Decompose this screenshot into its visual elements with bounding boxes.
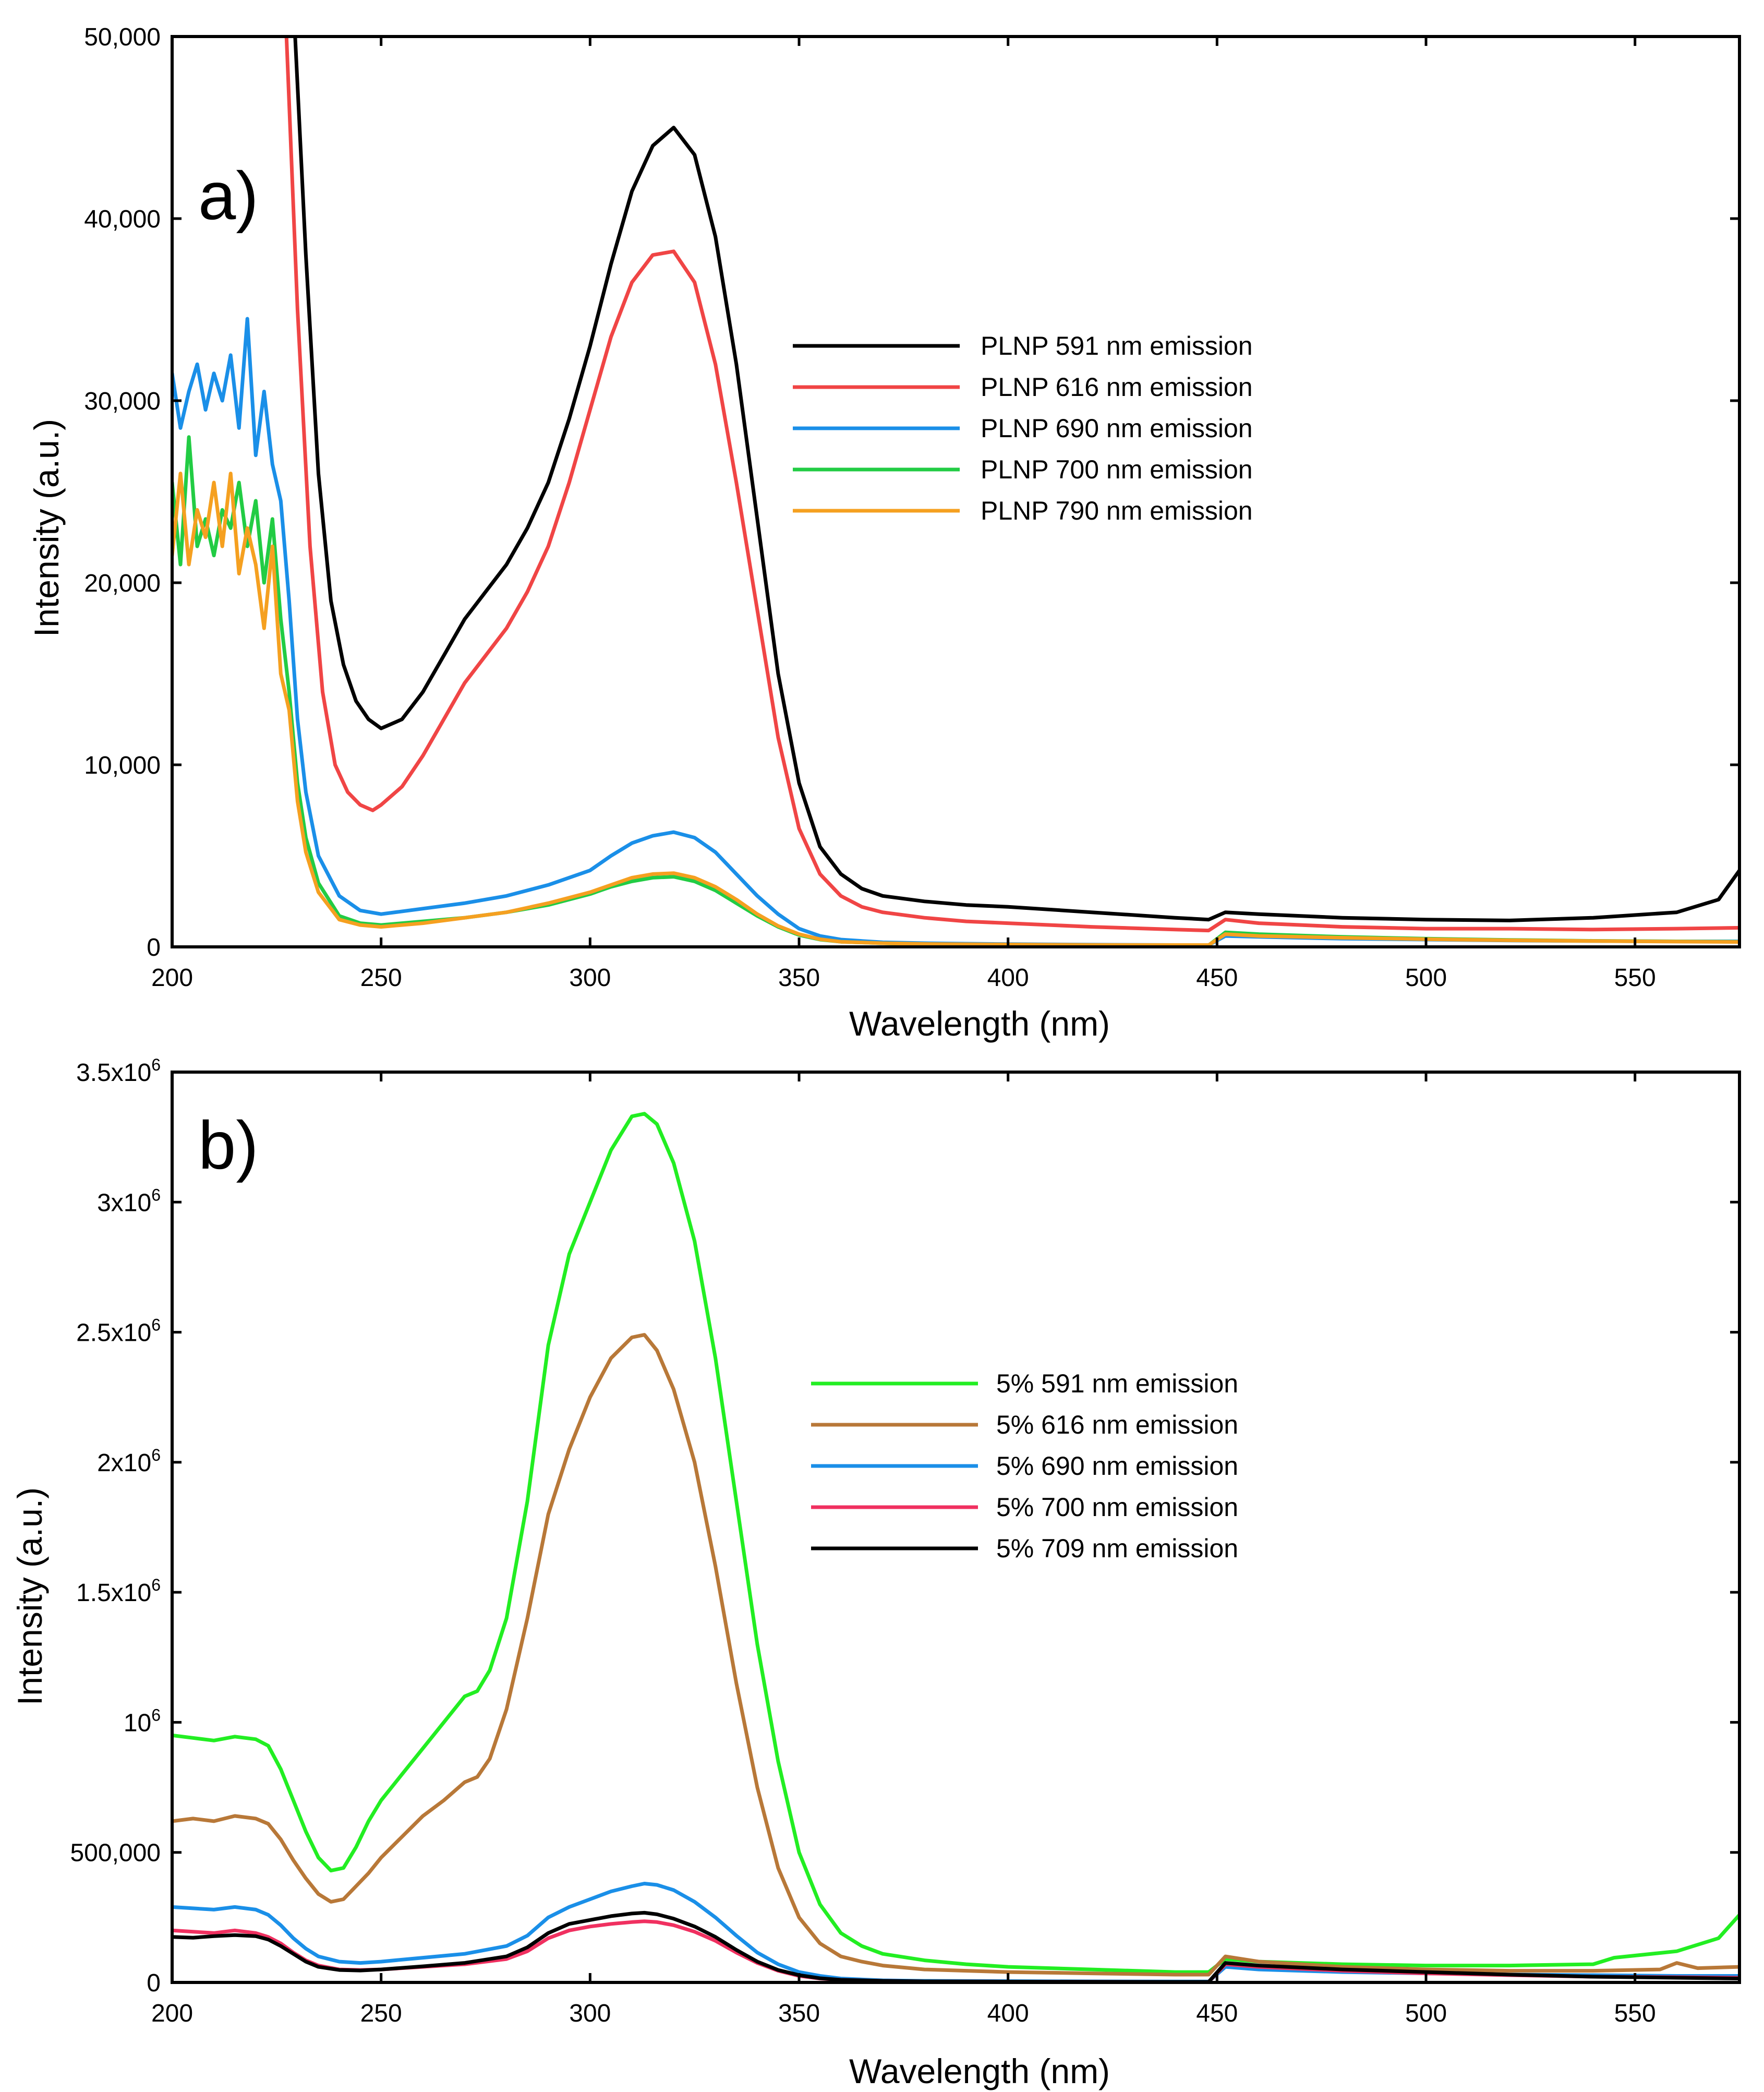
panel-b-legend-label-1: 5% 591 nm emission <box>996 1369 1238 1398</box>
panel-b-y-tick-label: 3.5x106 <box>76 1055 161 1087</box>
panel-a-y-tick-label: 30,000 <box>84 388 161 415</box>
panel-b-y-tick-label: 0 <box>147 1969 161 1997</box>
panel-a-x-axis-title: Wavelength (nm) <box>849 1004 1110 1043</box>
panel-b: b) Wavelength (nm) Intensity (a.u.) 200 2… <box>10 1055 1741 2090</box>
panel-b-x-tick-label: 550 <box>1614 2000 1656 2027</box>
panel-b-y-tick-label: 500,000 <box>70 1839 161 1867</box>
panel-b-legend-label-5: 5% 709 nm emission <box>996 1534 1238 1563</box>
panel-b-x-tick-label: 250 <box>360 2000 402 2027</box>
panel-a-y-tick-label: 0 <box>147 934 161 961</box>
panel-b-y-axis-title: Intensity (a.u.) <box>10 1487 49 1705</box>
panel-b-legend-label-2: 5% 616 nm emission <box>996 1410 1238 1439</box>
panel-b-series-line-2 <box>172 1333 1739 1977</box>
panel-b-label: b) <box>198 1107 259 1183</box>
panel-a-series-line-5 <box>172 472 1739 947</box>
panel-b-y-tick-label: 106 <box>124 1705 161 1737</box>
panel-b-y-tick-label: 1.5x106 <box>76 1576 161 1607</box>
panel-a-legend: PLNP 591 nm emission PLNP 616 nm emission… <box>793 331 1253 525</box>
panel-b-y-tick-label: 2x106 <box>97 1446 161 1477</box>
panel-a-legend-label-5: PLNP 790 nm emission <box>981 496 1253 525</box>
panel-b-series-line-5 <box>172 1910 1739 1982</box>
panel-a: a) Wavelength (nm) Intensity (a.u.) 200 2… <box>27 23 1741 1043</box>
panel-a-legend-label-3: PLNP 690 nm emission <box>981 414 1253 443</box>
panel-a-series-group <box>172 37 1739 947</box>
panel-a-series-line-1 <box>293 37 1739 922</box>
panel-b-x-tick-label: 200 <box>151 2000 193 2027</box>
panel-b-x-axis-title: Wavelength (nm) <box>849 2052 1110 2090</box>
panel-a-x-tick-label: 550 <box>1614 964 1656 992</box>
panel-b-x-tick-label: 450 <box>1196 2000 1238 2027</box>
panel-a-y-tick-label: 10,000 <box>84 752 161 779</box>
panel-a-x-tick-label: 500 <box>1405 964 1447 992</box>
panel-b-legend: 5% 591 nm emission 5% 616 nm emission 5% 6… <box>811 1369 1238 1563</box>
panel-b-legend-label-3: 5% 690 nm emission <box>996 1451 1238 1481</box>
panel-a-y-tick-label: 50,000 <box>84 23 161 51</box>
panel-a-y-tick-label: 20,000 <box>84 570 161 597</box>
panel-b-legend-label-4: 5% 700 nm emission <box>996 1493 1238 1522</box>
panel-a-legend-label-1: PLNP 591 nm emission <box>981 331 1253 360</box>
panel-a-x-tick-label: 250 <box>360 964 402 992</box>
panel-a-x-tick-label: 300 <box>569 964 611 992</box>
panel-a-y-axis-title: Intensity (a.u.) <box>27 419 66 637</box>
panel-a-y-tick-label: 40,000 <box>84 206 161 233</box>
panel-b-y-tick-label: 2.5x106 <box>76 1316 161 1347</box>
panel-b-x-tick-label: 300 <box>569 2000 611 2027</box>
panel-b-plot-frame <box>171 1071 1741 1984</box>
panel-b-x-tick-label: 350 <box>778 2000 820 2027</box>
panel-b-x-tick-label: 400 <box>987 2000 1029 2027</box>
panel-a-legend-label-2: PLNP 616 nm emission <box>981 372 1253 402</box>
panel-a-x-tick-label: 200 <box>151 964 193 992</box>
panel-a-x-tick-label: 400 <box>987 964 1029 992</box>
panel-b-series-group <box>172 1112 1739 1982</box>
panel-a-series-line-2 <box>284 37 1739 933</box>
panel-b-x-tick-label: 500 <box>1405 2000 1447 2027</box>
panel-b-y-tick-label: 3x106 <box>97 1185 161 1217</box>
panel-a-label: a) <box>198 158 259 234</box>
panel-a-plot-frame <box>171 35 1741 948</box>
panel-a-legend-label-4: PLNP 700 nm emission <box>981 455 1253 484</box>
panel-a-x-tick-label: 350 <box>778 964 820 992</box>
panel-a-x-tick-label: 450 <box>1196 964 1238 992</box>
